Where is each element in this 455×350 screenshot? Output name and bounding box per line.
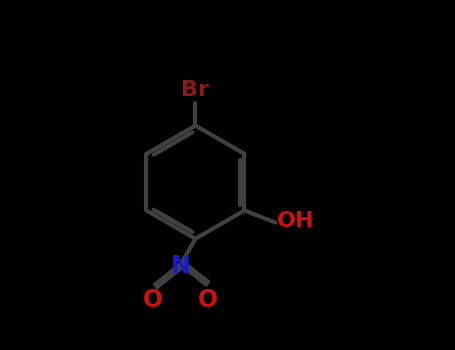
Text: N: N (171, 254, 191, 278)
Text: OH: OH (277, 211, 314, 231)
Text: O: O (198, 288, 218, 312)
Text: Br: Br (182, 80, 209, 100)
Text: O: O (143, 288, 163, 312)
